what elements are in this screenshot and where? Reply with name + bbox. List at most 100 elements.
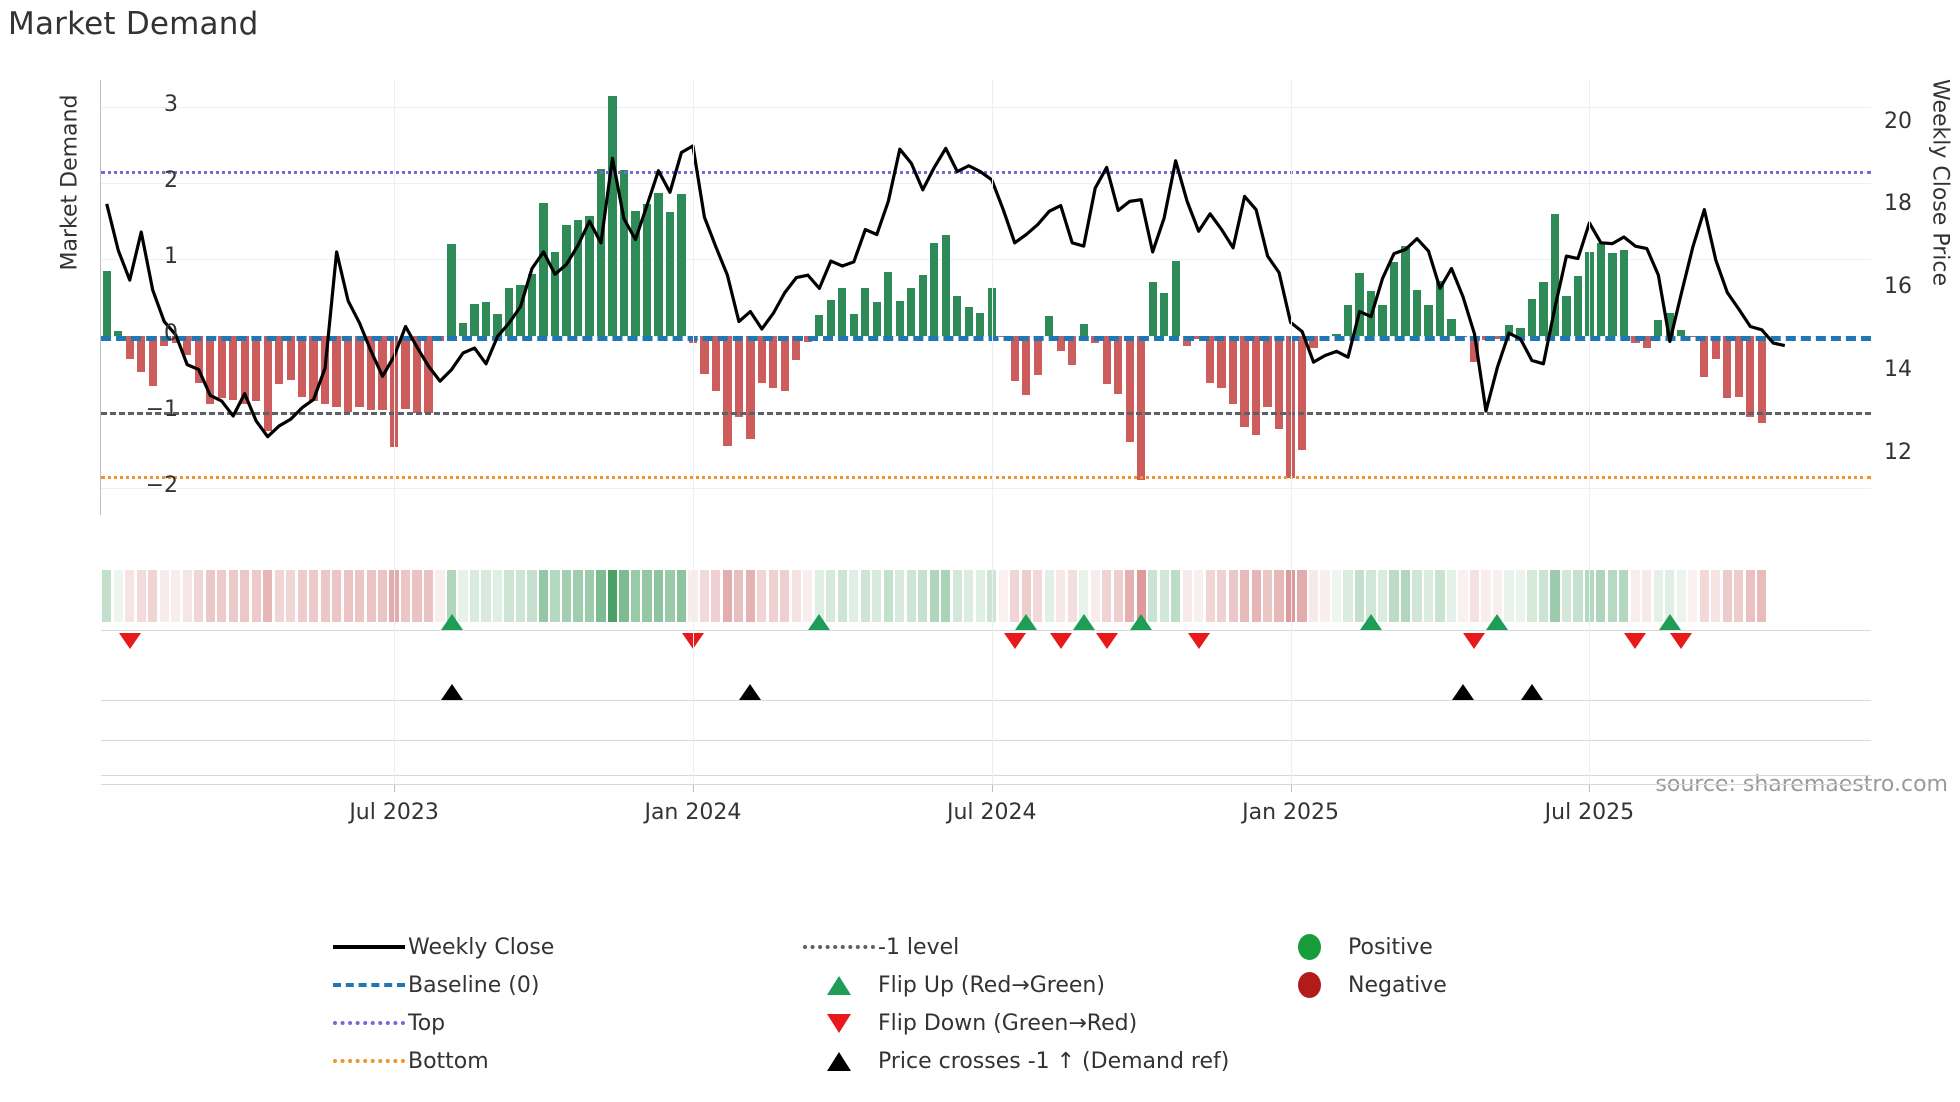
heatmap-cell-positive xyxy=(1343,570,1353,622)
legend-item[interactable]: -1 level xyxy=(800,928,1270,966)
demand-bar-positive xyxy=(585,215,594,336)
demand-bar-positive xyxy=(1412,289,1422,336)
y-axis-left-label: Market Demand xyxy=(57,94,83,271)
heatmap-cell-positive xyxy=(1676,570,1686,622)
heatmap-cell-negative xyxy=(1010,570,1020,622)
demand-bar-negative xyxy=(217,335,226,399)
heatmap-cell-positive xyxy=(1331,570,1342,622)
y-axis-left-tick: −2 xyxy=(145,473,178,499)
x-gridline xyxy=(692,80,694,784)
heatmap-cell-negative xyxy=(1194,570,1204,622)
demand-bar-positive xyxy=(619,170,629,336)
demand-bar-positive xyxy=(930,242,939,336)
demand-bar-positive xyxy=(1343,305,1353,336)
demand-bar-positive xyxy=(941,234,950,336)
legend-item[interactable]: Top xyxy=(330,1004,800,1042)
demand-bar-positive xyxy=(1424,305,1433,336)
heatmap-cell-positive xyxy=(941,570,951,622)
demand-bar-positive xyxy=(1516,328,1525,336)
heatmap-cell-negative xyxy=(722,570,732,622)
legend-item[interactable]: Positive xyxy=(1270,928,1740,966)
legend-item[interactable]: Flip Down (Green→Red) xyxy=(800,1004,1270,1042)
heatmap-cell-negative xyxy=(711,570,721,622)
demand-bar-positive xyxy=(596,169,606,336)
heatmap-cell-positive xyxy=(1079,570,1089,622)
weekly-close-line xyxy=(105,144,1786,439)
heatmap-cell-positive xyxy=(1148,570,1158,622)
demand-bar-negative xyxy=(332,335,341,407)
x-axis-tick-mark xyxy=(991,784,993,792)
demand-bar-negative xyxy=(1114,335,1123,394)
demand-bar-negative xyxy=(1022,335,1031,396)
demand-bar-positive xyxy=(953,295,962,336)
chart-legend: Weekly Close -1 level Positive Baseline (0)… xyxy=(330,928,1750,1080)
legend-item[interactable]: Negative xyxy=(1270,966,1740,1004)
demand-bar-negative xyxy=(263,335,272,432)
heatmap-cell-positive xyxy=(573,570,583,622)
gridline xyxy=(101,259,1871,261)
heatmap-cell-negative xyxy=(1492,570,1503,622)
demand-bar-positive xyxy=(976,312,985,336)
y-axis-right-tick: 16 xyxy=(1884,274,1912,300)
x-axis-tick: Jul 2025 xyxy=(1544,800,1635,825)
demand-bar-negative xyxy=(275,335,284,384)
heatmap-cell-positive xyxy=(975,570,985,622)
demand-bar-positive xyxy=(1539,282,1548,336)
heatmap-cell-positive xyxy=(1584,570,1594,622)
demand-bar-positive xyxy=(1148,282,1157,336)
demand-bar-negative xyxy=(1068,335,1077,365)
y-axis-left-tick: 0 xyxy=(164,320,178,346)
demand-bar-negative xyxy=(792,335,801,361)
demand-bar-negative xyxy=(1056,335,1065,351)
heatmap-cell-negative xyxy=(745,570,755,622)
reference-line xyxy=(101,170,1871,174)
legend-item[interactable]: Price crosses -1 ↑ (Demand ref) xyxy=(800,1042,1270,1080)
heatmap-cell-negative xyxy=(1745,570,1755,622)
legend-cell: Baseline (0) xyxy=(330,966,800,1004)
legend-marker-tri-down-icon xyxy=(800,1013,878,1033)
legend-label: Positive xyxy=(1348,934,1433,960)
legend-marker-dot-icon xyxy=(1270,972,1348,998)
heatmap-cell-negative xyxy=(1262,570,1273,622)
heatmap-cell-negative xyxy=(791,570,801,622)
demand-bar-positive xyxy=(527,273,537,336)
heatmap-cell-positive xyxy=(515,570,526,622)
heatmap-cell-positive xyxy=(1389,570,1399,622)
demand-bar-negative xyxy=(240,335,249,405)
demand-bar-negative xyxy=(389,335,399,448)
legend-row: Top Flip Down (Green→Red) xyxy=(330,1004,1750,1042)
flip-up-marker xyxy=(1486,614,1509,630)
heatmap-cell-negative xyxy=(217,570,227,622)
legend-cell xyxy=(1270,1042,1740,1080)
heatmap-cell-negative xyxy=(286,570,296,622)
demand-bar-positive xyxy=(884,271,893,336)
legend-cell: -1 level xyxy=(800,928,1270,966)
heatmap-cell-positive xyxy=(1538,570,1549,622)
heatmap-cell-negative xyxy=(1102,570,1112,622)
demand-bar-negative xyxy=(1033,335,1042,376)
heatmap-cell-positive xyxy=(538,570,549,622)
heatmap-cell-positive xyxy=(860,570,870,622)
y-axis-left-tick: 3 xyxy=(164,91,178,117)
demand-bar-negative xyxy=(757,335,766,383)
demand-bar-negative xyxy=(1217,335,1226,388)
heatmap-cell-negative xyxy=(1458,570,1468,622)
legend-item[interactable]: Flip Up (Red→Green) xyxy=(800,966,1270,1004)
heatmap-cell-positive xyxy=(1653,570,1663,622)
legend-item[interactable]: Weekly Close xyxy=(330,928,800,966)
heatmap-cell-negative xyxy=(1125,570,1135,622)
heatmap-cell-negative xyxy=(125,570,135,622)
legend-item[interactable]: Bottom xyxy=(330,1042,800,1080)
legend-marker-line-dot-icon xyxy=(330,1059,408,1063)
demand-bar-positive xyxy=(1562,295,1571,336)
page-title: Market Demand xyxy=(8,6,259,42)
legend-item[interactable]: Baseline (0) xyxy=(330,966,800,1004)
flip-down-marker xyxy=(1003,633,1026,649)
price-cross-marker xyxy=(1451,684,1474,700)
heatmap-cell-negative xyxy=(148,570,158,622)
heatmap-cell-negative xyxy=(159,570,169,622)
demand-bar-positive xyxy=(654,192,663,336)
heatmap-cell-negative xyxy=(768,570,778,622)
x-axis-tick: Jan 2024 xyxy=(644,800,742,825)
heatmap-cell-positive xyxy=(1561,570,1571,622)
